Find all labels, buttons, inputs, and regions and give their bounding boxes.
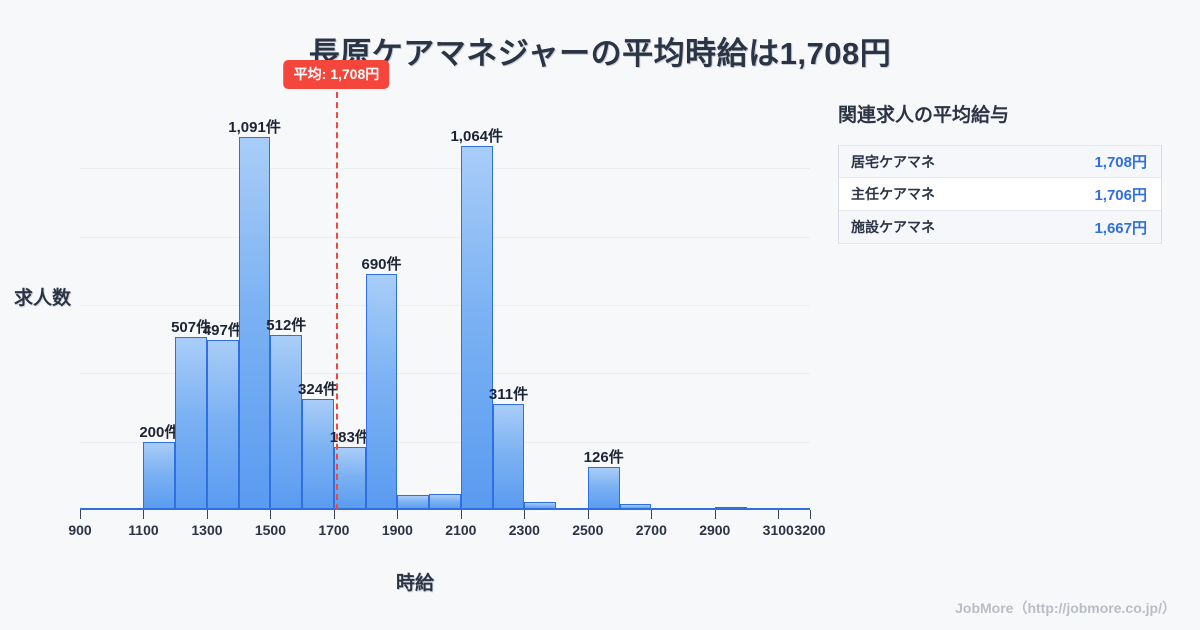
x-axis-tick	[587, 510, 589, 519]
x-axis-tick	[778, 510, 780, 519]
bar-value-label: 507件	[171, 318, 212, 336]
x-axis-line	[80, 508, 810, 510]
x-axis-tick	[524, 510, 526, 519]
histogram-bar[interactable]	[175, 336, 207, 510]
histogram-bar[interactable]	[365, 274, 398, 510]
salary-table: 居宅ケアマネ 1,708円主任ケアマネ 1,706円施設ケアマネ 1,667円	[838, 145, 1162, 244]
bar-value-label: 1,091件	[228, 119, 281, 137]
bar-value-label: 183件	[329, 429, 370, 447]
x-axis-tick-label: 2300	[508, 522, 540, 538]
x-axis-tick-label: 1500	[254, 522, 286, 538]
salary-row-value: 1,667円	[1094, 219, 1147, 237]
bar-value-label: 126件	[583, 448, 624, 466]
bar-value-label: 512件	[266, 317, 307, 335]
mean-badge: 平均: 1,708円	[283, 60, 390, 89]
histogram-bar[interactable]	[270, 335, 303, 510]
x-axis-tick	[397, 510, 399, 519]
salary-row[interactable]: 施設ケアマネ 1,667円	[839, 211, 1161, 244]
x-axis-tick-label: 1100	[128, 522, 159, 538]
x-axis-tick-label: 1900	[381, 522, 413, 538]
gridline	[80, 373, 810, 375]
footer-watermark: JobMore（http://jobmore.co.jp/）	[955, 600, 1176, 616]
histogram-bar[interactable]	[238, 137, 271, 510]
salary-row[interactable]: 居宅ケアマネ 1,708円	[839, 145, 1161, 178]
gridline	[80, 305, 810, 306]
x-axis-tick	[460, 510, 462, 519]
salary-row-label: 主任ケアマネ	[851, 186, 935, 202]
related-salary-panel: 関連求人の平均給与 居宅ケアマネ 1,708円主任ケアマネ 1,706円施設ケアマネ…	[838, 100, 1168, 244]
mean-line	[336, 82, 339, 510]
x-axis-tick-label: 900	[68, 522, 92, 538]
gridline	[80, 236, 810, 238]
bar-value-label: 690件	[361, 256, 402, 274]
plot-area: 200件 507件 497件 1,091件 512件 324件 183件 690件 1,064件…	[68, 60, 826, 538]
x-axis-tick-label: 3100	[762, 522, 794, 538]
bar-value-label: 200件	[139, 423, 180, 441]
x-axis-tick-label: 3200	[794, 522, 826, 538]
page-title: 長原ケアマネジャーの平均時給は1,708円	[308, 36, 892, 71]
salary-row-value: 1,708円	[1094, 154, 1147, 171]
x-axis-tick	[143, 510, 145, 519]
histogram-bar[interactable]	[492, 403, 525, 510]
gridline	[80, 168, 810, 170]
histogram-bar[interactable]	[587, 466, 620, 510]
x-axis-tick	[270, 510, 272, 519]
histogram-bar[interactable]	[143, 441, 176, 510]
x-axis-tick	[333, 510, 335, 519]
histogram-bar[interactable]	[206, 340, 239, 510]
salary-row-label: 施設ケアマネ	[851, 219, 935, 235]
gridline	[80, 441, 810, 443]
x-axis-tick	[651, 510, 653, 519]
x-axis-tick	[206, 510, 208, 519]
x-axis-tick-label: 1700	[318, 522, 350, 538]
x-axis-tick	[810, 510, 811, 519]
x-axis-tick	[714, 510, 716, 519]
bar-value-label: 311件	[488, 385, 529, 403]
histogram-chart: 求人数 200件 507件 497件 1,091件 512件 324件 183件 690件 1,…	[0, 60, 830, 608]
bar-value-label: 324件	[298, 381, 339, 399]
x-axis-tick-label: 2700	[635, 522, 667, 538]
x-axis-tick-label: 2100	[445, 522, 477, 538]
x-axis-tick-label: 2900	[699, 522, 731, 538]
x-axis-label: 時給	[395, 573, 434, 594]
histogram-bar[interactable]	[302, 399, 334, 510]
salary-row-value: 1,706円	[1094, 186, 1147, 204]
x-axis-tick-label: 2500	[572, 522, 604, 538]
panel-title: 関連求人の平均給与	[838, 105, 1010, 126]
bar-value-label: 497件	[202, 322, 243, 340]
x-axis-tick-label: 1300	[191, 522, 223, 538]
x-axis-tick	[80, 510, 81, 519]
histogram-bar[interactable]	[460, 146, 493, 510]
salary-row-label: 居宅ケアマネ	[851, 153, 935, 170]
bar-value-label: 1,064件	[450, 128, 504, 146]
histogram-bar[interactable]	[333, 447, 366, 510]
y-axis-label: 求人数	[14, 288, 72, 309]
salary-row[interactable]: 主任ケアマネ 1,706円	[839, 178, 1161, 211]
